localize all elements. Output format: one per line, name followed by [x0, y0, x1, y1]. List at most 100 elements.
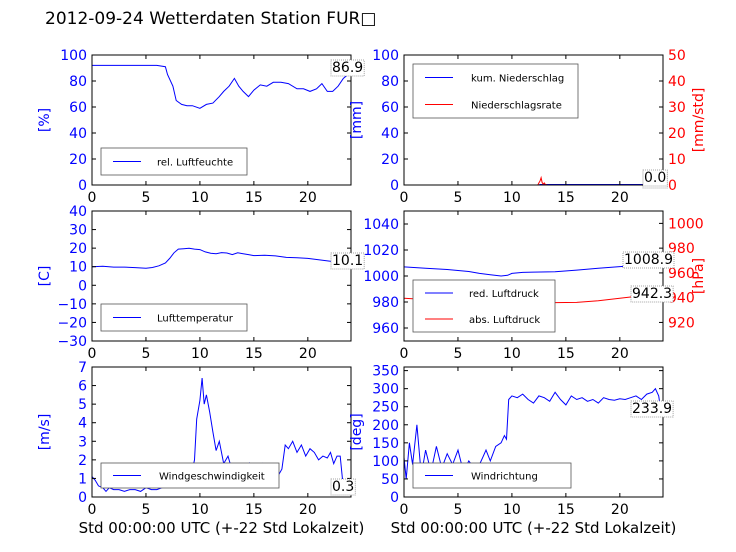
- series-line-2: [404, 175, 663, 186]
- y-tick-label: 10: [69, 260, 87, 276]
- x-tick-label: 15: [557, 190, 575, 206]
- value-annotation: 233.9: [632, 401, 672, 417]
- x-tick-label: 0: [88, 190, 97, 206]
- annotation-box: [642, 169, 668, 187]
- y-tick-label: 0: [78, 178, 87, 194]
- y-tick-label: 150: [372, 436, 399, 452]
- legend-box: [412, 63, 579, 119]
- x-tick-label: 0: [400, 346, 409, 362]
- y-axis-label: [m/s]: [37, 414, 53, 451]
- x-tick-label: 0: [400, 190, 409, 206]
- plot-frame: [91, 54, 352, 186]
- y-tick-label: −30: [57, 334, 87, 350]
- x-tick-label: 0: [400, 502, 409, 518]
- y2-tick-label: 30: [668, 100, 686, 116]
- y2-tick-label: 960: [668, 266, 695, 282]
- x-tick-label: 5: [141, 502, 150, 518]
- y-tick-label: 0: [78, 490, 87, 506]
- chart-panel-2: 0 5 10 15 20 0 20 40 60 80 100 0 10 20 30 40 50 [mm/std] […: [349, 48, 707, 206]
- y-axis-label: [C]: [37, 266, 53, 287]
- legend-label: Windrichtung: [471, 472, 538, 483]
- y-tick-label: 80: [381, 74, 399, 90]
- value-annotation-2: 942.3: [632, 286, 672, 302]
- y-tick-label: 5: [78, 397, 87, 413]
- legend-box: [412, 279, 556, 333]
- y-tick-label: 60: [69, 100, 87, 116]
- x-tick-label: 5: [453, 502, 462, 518]
- x-tick-label: 10: [191, 502, 209, 518]
- y2-tick-label: 20: [668, 126, 686, 142]
- legend-label: rel. Luftfeuchte: [157, 158, 233, 169]
- y-tick-label: 0: [390, 490, 399, 506]
- x-tick-label: 10: [191, 346, 209, 362]
- x-axis-label-right: Std 00:00:00 UTC (+-22 Std Lokalzeit): [391, 519, 677, 537]
- y2-axis-label: [hPa]: [691, 258, 707, 294]
- legend-label: red. Luftdruck: [469, 289, 539, 300]
- plot-frame: [91, 366, 352, 498]
- y2-tick-label: 940: [668, 291, 695, 307]
- y-tick-label: 20: [381, 152, 399, 168]
- y-tick-label: 7: [78, 360, 87, 376]
- legend-label: abs. Luftdruck: [469, 315, 540, 326]
- y-axis-label: [deg]: [349, 413, 365, 450]
- y-tick-label: 300: [372, 382, 399, 398]
- series-line-1: [403, 263, 664, 277]
- y-tick-label: 60: [381, 100, 399, 116]
- y2-axis-label: [mm/std]: [691, 88, 707, 153]
- x-tick-label: 10: [503, 502, 521, 518]
- x-tick-label: 5: [141, 190, 150, 206]
- x-tick-label: 0: [88, 502, 97, 518]
- y-tick-label: 100: [60, 48, 87, 64]
- x-tick-label: 5: [453, 346, 462, 362]
- y-tick-label: 3: [78, 434, 87, 450]
- annotation-box: [630, 285, 674, 303]
- x-tick-label: 15: [245, 346, 263, 362]
- x-tick-label: 5: [141, 346, 150, 362]
- y-tick-label: 960: [372, 321, 399, 337]
- annotation-box: [330, 59, 365, 77]
- annotation-box: [622, 251, 675, 269]
- y-tick-label: 0: [78, 278, 87, 294]
- y2-tick-label: 0: [668, 178, 677, 194]
- annotation-box: [630, 400, 674, 418]
- y2-tick-label: 50: [668, 48, 686, 64]
- legend-label: Niederschlagsrate: [471, 101, 562, 112]
- y-tick-label: 1000: [363, 269, 399, 285]
- x-tick-label: 20: [611, 346, 629, 362]
- y-tick-label: 1040: [363, 217, 399, 233]
- y-tick-label: 4: [78, 416, 87, 432]
- y-axis-label: [mm]: [349, 101, 365, 139]
- legend-label: Lufttemperatur: [157, 314, 234, 325]
- x-tick-label: 20: [299, 190, 317, 206]
- y2-tick-label: 1000: [668, 216, 704, 232]
- legend-label: kum. Niederschlag: [471, 74, 564, 85]
- chart-panel-6: 0 5 10 15 20050100150200250300350[deg]Windri…: [349, 364, 674, 518]
- x-tick-label: 15: [245, 190, 263, 206]
- x-tick-label: 10: [503, 346, 521, 362]
- value-annotation: 1008.9: [624, 252, 673, 268]
- y-tick-label: 1020: [363, 243, 399, 259]
- value-annotation: 0.3: [332, 479, 354, 495]
- y-tick-label: 100: [372, 48, 399, 64]
- chart-panel-1: 0 5 10 15 20 0 20 40 60 80 100 [%] rel. Luftfeuchte 8…: [37, 48, 365, 206]
- x-tick-label: 15: [557, 502, 575, 518]
- x-tick-label: 20: [299, 502, 317, 518]
- chart-panel-3: 0 5 10 15 20 −30 −20 −10 0 10 20 30 40 [C] Lufttempera…: [37, 204, 365, 362]
- plot-frame: [403, 54, 664, 186]
- x-tick-label: 20: [611, 190, 629, 206]
- annotation-box: [330, 478, 356, 496]
- y2-tick-label: 10: [668, 152, 686, 168]
- y-tick-label: 350: [372, 364, 399, 380]
- y-tick-label: 50: [381, 472, 399, 488]
- y-tick-label: 40: [69, 204, 87, 220]
- x-tick-label: 0: [88, 346, 97, 362]
- y2-tick-label: 920: [668, 315, 695, 331]
- x-tick-label: 15: [245, 502, 263, 518]
- y2-tick-label: 980: [668, 241, 695, 257]
- y-tick-label: 20: [69, 241, 87, 257]
- x-tick-label: 15: [557, 346, 575, 362]
- y-tick-label: 100: [372, 454, 399, 470]
- y-tick-label: 250: [372, 400, 399, 416]
- y-axis-label: [%]: [37, 108, 53, 132]
